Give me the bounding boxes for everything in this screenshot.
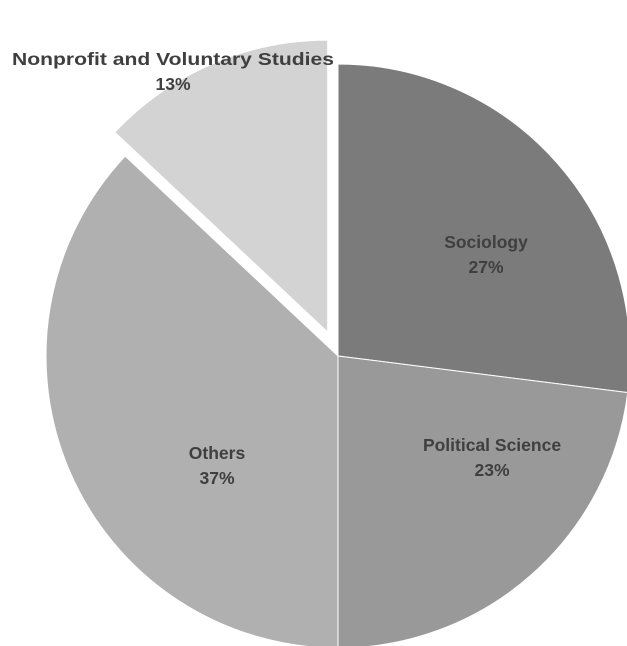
pie-labels: Sociology 27% Political Science 23% Othe… — [12, 49, 561, 488]
slice-label-others-name: Others — [189, 443, 246, 463]
pie-slice-political-science — [337, 355, 627, 646]
slice-label-nonprofit-name: Nonprofit and Voluntary Studies — [12, 49, 334, 69]
pie-slice-others — [45, 155, 339, 646]
slice-label-political-science-value: 23% — [474, 460, 509, 480]
slice-label-political-science-name: Political Science — [423, 435, 561, 455]
slice-label-nonprofit-value: 13% — [155, 74, 190, 94]
slice-label-sociology-name: Sociology — [444, 232, 528, 252]
slice-label-others-value: 37% — [199, 468, 234, 488]
pie-slice-sociology — [337, 63, 627, 394]
pie-slices — [45, 39, 627, 646]
pie-slice-nonprofit-and-voluntary-studies — [114, 39, 329, 334]
slice-label-sociology-value: 27% — [468, 257, 503, 277]
